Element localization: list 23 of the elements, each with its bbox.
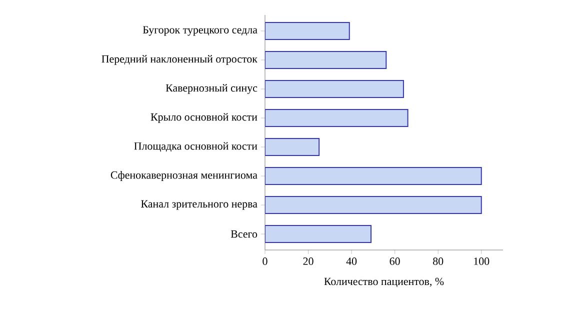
y-tick-label: Крыло основной кости (150, 113, 258, 123)
bar (265, 138, 320, 156)
x-tick-label: 0 (262, 258, 268, 265)
x-axis-title: Количество пациентов, % (324, 278, 444, 288)
x-tick-label: 80 (433, 258, 444, 265)
bar (265, 225, 372, 244)
y-tick-label: Сфенокавернозная менингиома (110, 171, 258, 181)
y-tick-label: Бугорок турецкого седла (142, 26, 258, 36)
y-tick-label: Площадка основной кости (134, 142, 258, 152)
bar (265, 167, 482, 186)
x-tick-label: 60 (390, 258, 400, 265)
y-tick-label: Всего (230, 230, 258, 238)
bar (265, 50, 387, 69)
y-tick-label: Канал зрительного нерва (141, 200, 258, 210)
bar (265, 108, 408, 127)
x-tick-label: 40 (346, 258, 357, 265)
bar (265, 22, 350, 40)
y-tick-label: Кавернозный синус (166, 84, 258, 94)
x-tick-label: 100 (474, 258, 490, 265)
y-tick-label: Передний наклоненный отросток (102, 55, 258, 65)
bar (265, 80, 404, 98)
bar (265, 196, 482, 214)
x-tick-label: 20 (303, 258, 314, 265)
